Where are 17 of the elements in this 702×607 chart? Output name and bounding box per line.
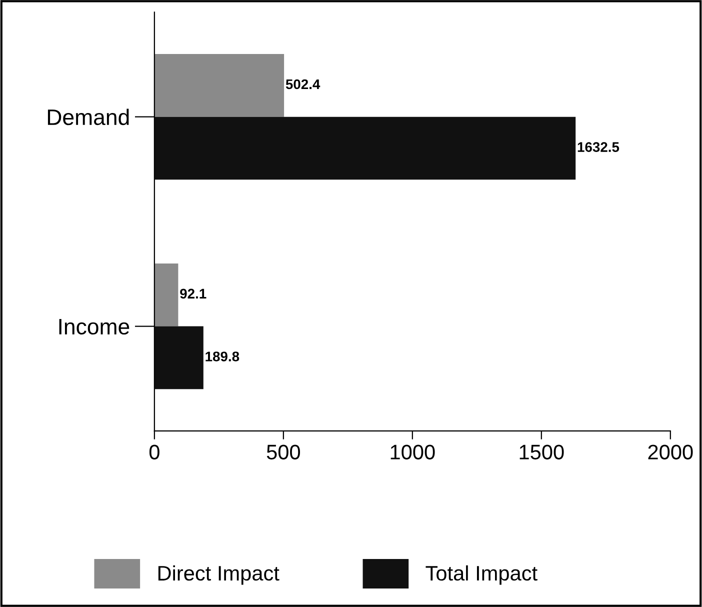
- x-tick-label: 0: [149, 444, 160, 460]
- x-tick-label: 1500: [520, 444, 564, 460]
- y-tick-label: Demand: [48, 108, 129, 126]
- bar: [154, 326, 204, 390]
- bar: [154, 263, 178, 326]
- data-label: 1632.5: [578, 142, 620, 152]
- x-tick-label: 1000: [390, 444, 435, 460]
- legend-label: Direct Impact: [158, 565, 280, 585]
- y-tick-label: Income: [59, 319, 130, 335]
- x-tick-label: 500: [266, 444, 300, 460]
- x-tick-label: 2000: [648, 444, 693, 460]
- bar: [154, 54, 284, 117]
- bar: [154, 116, 576, 180]
- data-label: 189.8: [206, 352, 240, 362]
- data-label: 92.1: [180, 288, 206, 299]
- data-label: 502.4: [286, 79, 320, 90]
- legend-label: Total Impact: [426, 565, 538, 585]
